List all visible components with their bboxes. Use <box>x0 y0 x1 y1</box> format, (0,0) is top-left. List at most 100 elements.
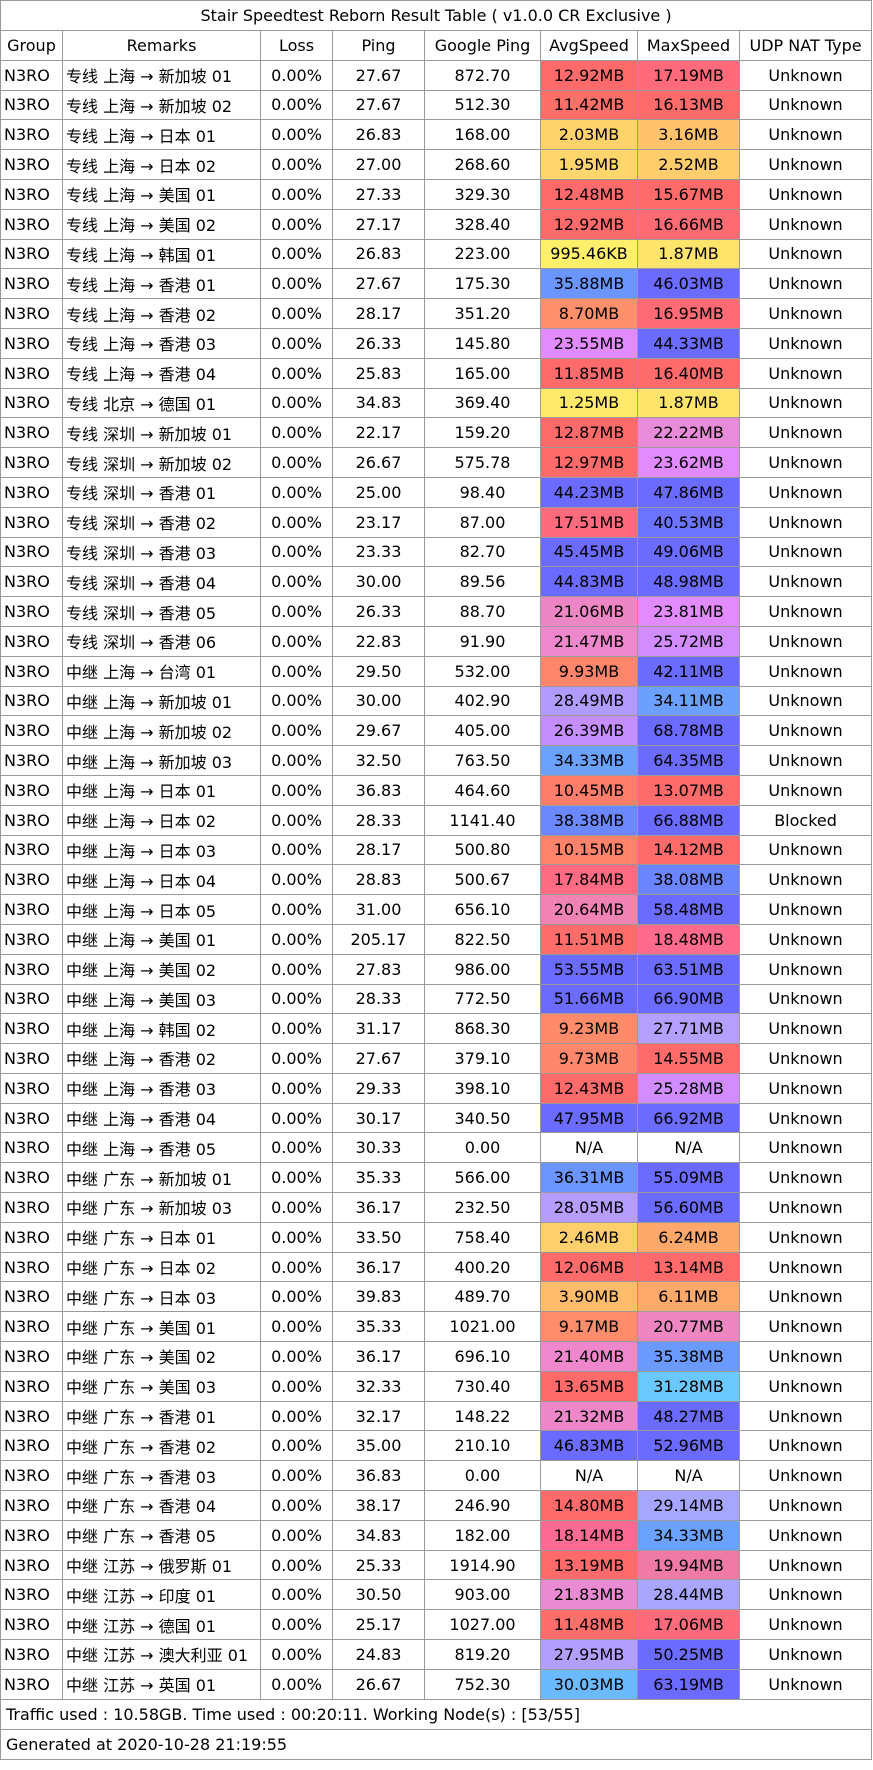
cell-udp-nat-type: Unknown <box>738 1311 873 1343</box>
cell-ping: 27.00 <box>332 149 425 180</box>
cell-udp-nat-type: Unknown <box>738 1370 873 1402</box>
cell-group: N3RO <box>0 1192 63 1223</box>
cell-max-speed: 29.14MB <box>637 1490 740 1521</box>
cell-group: N3RO <box>0 238 63 270</box>
cell-max-speed: 23.62MB <box>637 447 740 478</box>
cell-max-speed: 47.86MB <box>637 476 740 508</box>
cell-max-speed: 66.90MB <box>637 983 740 1015</box>
cell-google-ping: 232.50 <box>424 1192 541 1223</box>
cell-avg-speed: 28.49MB <box>540 685 638 717</box>
cell-udp-nat-type: Unknown <box>738 1639 873 1670</box>
cell-ping: 29.50 <box>332 655 425 687</box>
table-row: N3RO 专线 上海 → 香港 01 0.00% 27.67 175.30 35.88MB… <box>0 268 873 300</box>
cell-max-speed: 19.94MB <box>637 1549 740 1581</box>
cell-group: N3RO <box>0 864 63 896</box>
cell-max-speed: 25.28MB <box>637 1072 740 1104</box>
cell-remarks: 专线 上海 → 香港 04 <box>62 357 261 389</box>
cell-loss: 0.00% <box>260 149 333 180</box>
cell-ping: 27.67 <box>332 89 425 121</box>
cell-ping: 24.83 <box>332 1639 425 1670</box>
cell-ping: 30.00 <box>332 685 425 717</box>
table-row: N3RO 中继 上海 → 香港 03 0.00% 29.33 398.10 12.43MB… <box>0 1072 873 1104</box>
cell-avg-speed: 8.70MB <box>540 298 638 329</box>
cell-avg-speed: 9.73MB <box>540 1043 638 1074</box>
cell-remarks: 中继 上海 → 日本 05 <box>62 894 261 925</box>
cell-remarks: 中继 广东 → 美国 02 <box>62 1341 261 1372</box>
cell-max-speed: 66.92MB <box>637 1102 740 1134</box>
cell-google-ping: 566.00 <box>424 1162 541 1194</box>
cell-max-speed: 20.77MB <box>637 1311 740 1343</box>
cell-loss: 0.00% <box>260 1013 333 1045</box>
cell-remarks: 中继 上海 → 美国 02 <box>62 953 261 985</box>
cell-avg-speed: 10.15MB <box>540 834 638 866</box>
cell-ping: 22.17 <box>332 417 425 449</box>
cell-avg-speed: 9.23MB <box>540 1013 638 1045</box>
cell-avg-speed: 12.92MB <box>540 208 638 240</box>
cell-avg-speed: 12.48MB <box>540 178 638 210</box>
cell-loss: 0.00% <box>260 1311 333 1343</box>
cell-google-ping: 369.40 <box>424 387 541 419</box>
cell-loss: 0.00% <box>260 208 333 240</box>
cell-max-speed: 13.14MB <box>637 1251 740 1283</box>
cell-google-ping: 772.50 <box>424 983 541 1015</box>
cell-max-speed: 14.12MB <box>637 834 740 866</box>
table-row: N3RO 专线 深圳 → 新加坡 02 0.00% 26.67 575.78 12.97M… <box>0 447 873 478</box>
cell-group: N3RO <box>0 1281 63 1313</box>
cell-remarks: 中继 江苏 → 俄罗斯 01 <box>62 1549 261 1581</box>
cell-max-speed: 49.06MB <box>637 536 740 568</box>
cell-udp-nat-type: Unknown <box>738 923 873 955</box>
cell-udp-nat-type: Unknown <box>738 208 873 240</box>
cell-google-ping: 500.67 <box>424 864 541 896</box>
cell-avg-speed: 12.97MB <box>540 447 638 478</box>
table-row: N3RO 中继 上海 → 日本 03 0.00% 28.17 500.80 10.15MB… <box>0 834 873 866</box>
cell-loss: 0.00% <box>260 536 333 568</box>
cell-udp-nat-type: Unknown <box>738 59 873 91</box>
cell-avg-speed: 2.46MB <box>540 1221 638 1253</box>
cell-remarks: 专线 深圳 → 香港 05 <box>62 596 261 627</box>
cell-group: N3RO <box>0 1072 63 1104</box>
table-row: N3RO 专线 上海 → 美国 01 0.00% 27.33 329.30 12.48MB… <box>0 178 873 210</box>
cell-google-ping: 730.40 <box>424 1370 541 1402</box>
cell-ping: 28.83 <box>332 864 425 896</box>
cell-loss: 0.00% <box>260 1341 333 1372</box>
cell-google-ping: 402.90 <box>424 685 541 717</box>
cell-google-ping: 758.40 <box>424 1221 541 1253</box>
cell-ping: 29.67 <box>332 715 425 747</box>
cell-loss: 0.00% <box>260 1132 333 1164</box>
cell-avg-speed: 17.51MB <box>540 506 638 538</box>
cell-group: N3RO <box>0 953 63 985</box>
cell-udp-nat-type: Unknown <box>738 1519 873 1551</box>
cell-loss: 0.00% <box>260 1549 333 1581</box>
cell-group: N3RO <box>0 1609 63 1641</box>
cell-ping: 23.17 <box>332 506 425 538</box>
cell-udp-nat-type: Unknown <box>738 387 873 419</box>
cell-google-ping: 464.60 <box>424 774 541 806</box>
cell-udp-nat-type: Unknown <box>738 1341 873 1372</box>
cell-max-speed: 16.40MB <box>637 357 740 389</box>
cell-avg-speed: 21.32MB <box>540 1400 638 1432</box>
table-row: N3RO 专线 上海 → 美国 02 0.00% 27.17 328.40 12.92MB… <box>0 208 873 240</box>
cell-remarks: 中继 江苏 → 印度 01 <box>62 1579 261 1611</box>
cell-loss: 0.00% <box>260 327 333 359</box>
cell-google-ping: 148.22 <box>424 1400 541 1432</box>
cell-max-speed: 27.71MB <box>637 1013 740 1045</box>
table-row: N3RO 中继 上海 → 日本 01 0.00% 36.83 464.60 10.45MB… <box>0 774 873 806</box>
table-row: N3RO 中继 广东 → 美国 02 0.00% 36.17 696.10 21.40MB… <box>0 1341 873 1372</box>
cell-google-ping: 903.00 <box>424 1579 541 1611</box>
table-row: N3RO 中继 上海 → 新加坡 01 0.00% 30.00 402.90 28.49M… <box>0 685 873 717</box>
table-row: N3RO 中继 上海 → 美国 02 0.00% 27.83 986.00 53.55MB… <box>0 953 873 985</box>
cell-udp-nat-type: Unknown <box>738 1221 873 1253</box>
cell-ping: 27.83 <box>332 953 425 985</box>
table-row: N3RO 专线 上海 → 日本 02 0.00% 27.00 268.60 1.95MB 2… <box>0 149 873 180</box>
cell-avg-speed: 45.45MB <box>540 536 638 568</box>
cell-group: N3RO <box>0 536 63 568</box>
cell-group: N3RO <box>0 685 63 717</box>
cell-loss: 0.00% <box>260 1043 333 1074</box>
cell-avg-speed: 26.39MB <box>540 715 638 747</box>
cell-avg-speed: 13.65MB <box>540 1370 638 1402</box>
cell-avg-speed: 13.19MB <box>540 1549 638 1581</box>
cell-remarks: 中继 广东 → 香港 02 <box>62 1430 261 1462</box>
table-row: N3RO 专线 上海 → 香港 03 0.00% 26.33 145.80 23.55MB… <box>0 327 873 359</box>
cell-max-speed: 22.22MB <box>637 417 740 449</box>
